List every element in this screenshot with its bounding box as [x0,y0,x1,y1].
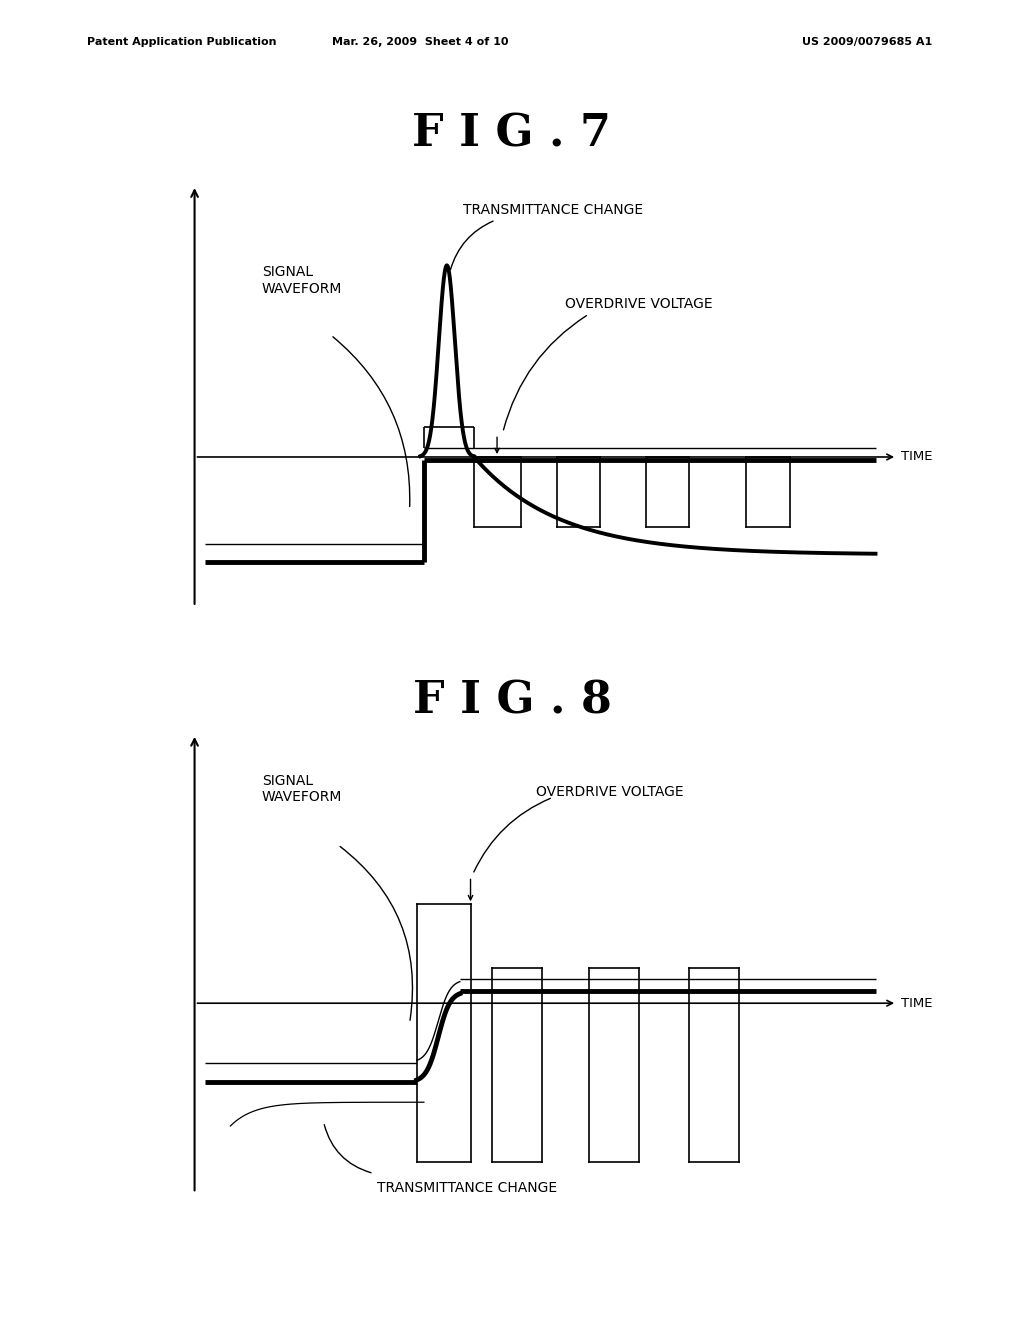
Text: TRANSMITTANCE CHANGE: TRANSMITTANCE CHANGE [377,1181,557,1196]
Text: Mar. 26, 2009  Sheet 4 of 10: Mar. 26, 2009 Sheet 4 of 10 [332,37,508,48]
Text: SIGNAL
WAVEFORM: SIGNAL WAVEFORM [262,774,342,804]
FancyArrowPatch shape [325,1125,371,1172]
FancyArrowPatch shape [340,846,413,1020]
FancyArrowPatch shape [333,337,410,507]
Text: TRANSMITTANCE CHANGE: TRANSMITTANCE CHANGE [463,202,643,216]
Text: TIME: TIME [901,997,932,1010]
Text: F I G . 8: F I G . 8 [413,680,611,723]
Text: US 2009/0079685 A1: US 2009/0079685 A1 [802,37,932,48]
Text: OVERDRIVE VOLTAGE: OVERDRIVE VOLTAGE [565,297,713,310]
Text: SIGNAL
WAVEFORM: SIGNAL WAVEFORM [262,265,342,296]
Text: Patent Application Publication: Patent Application Publication [87,37,276,48]
Text: TIME: TIME [901,450,932,463]
Text: OVERDRIVE VOLTAGE: OVERDRIVE VOLTAGE [537,785,684,800]
FancyArrowPatch shape [474,799,550,873]
Text: F I G . 7: F I G . 7 [413,112,611,156]
FancyArrowPatch shape [504,315,587,430]
FancyArrowPatch shape [451,222,494,269]
